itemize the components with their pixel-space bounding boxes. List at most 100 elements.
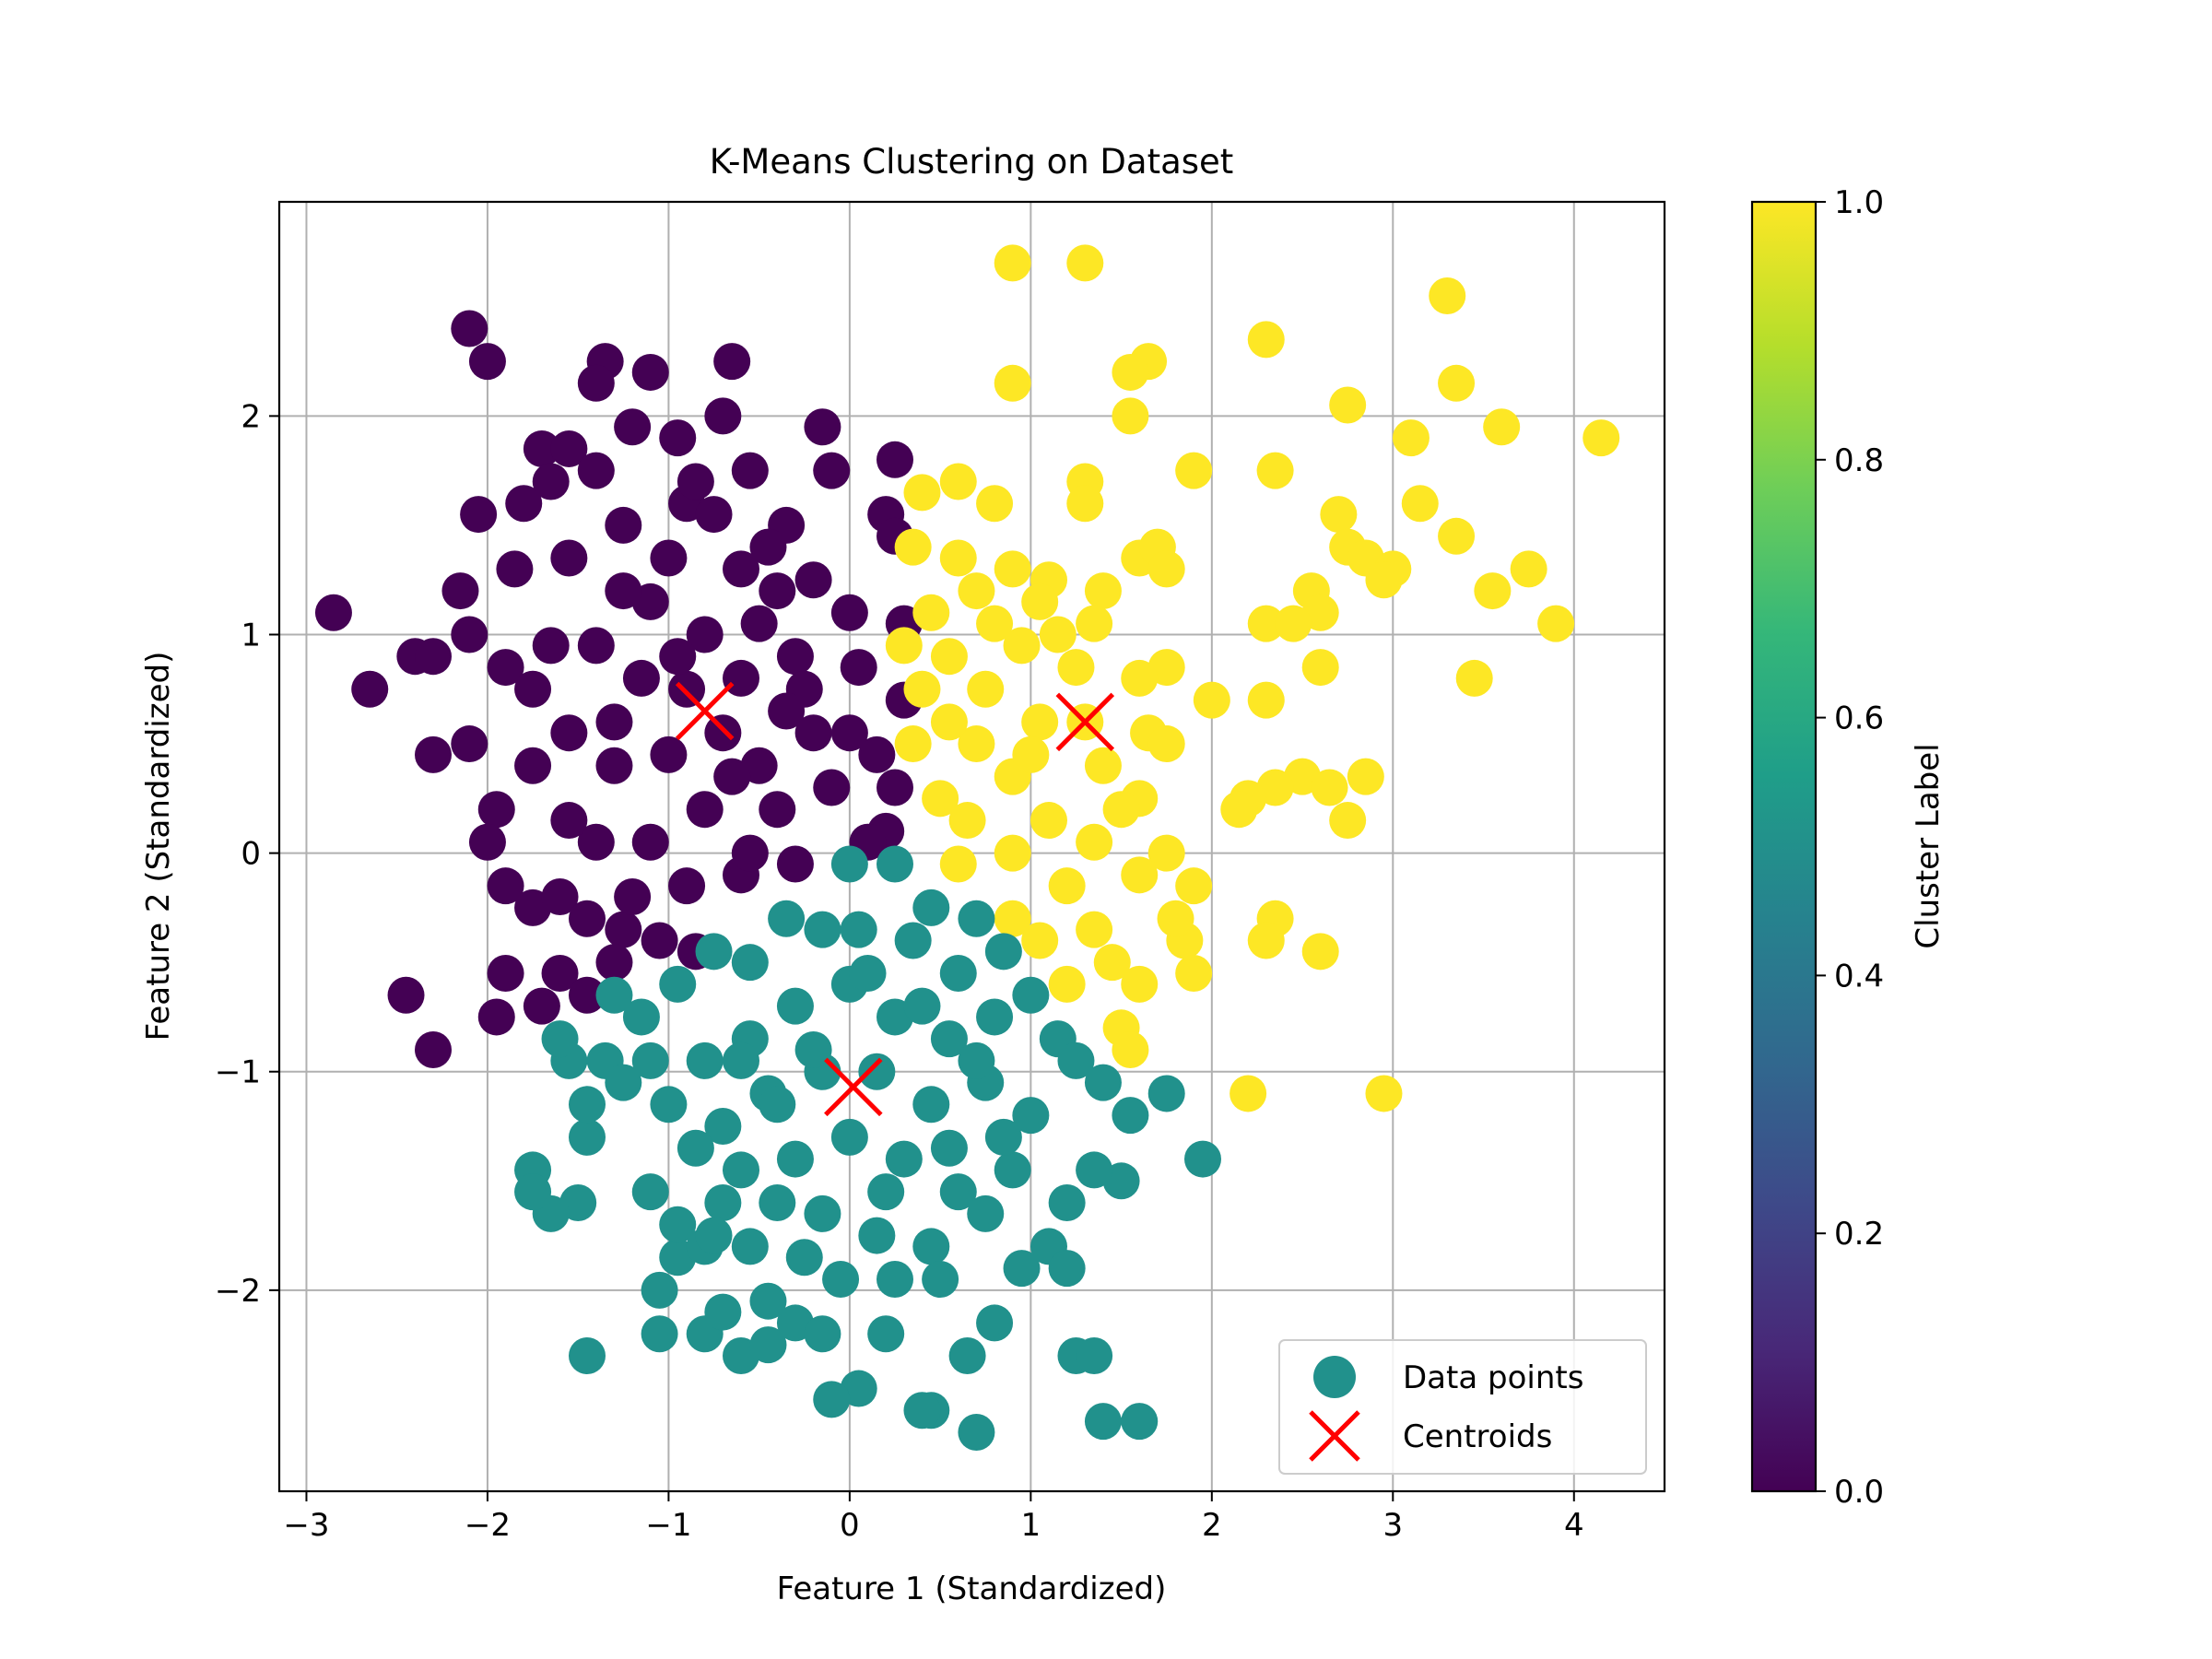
data-point	[1247, 681, 1285, 719]
data-point	[894, 528, 932, 566]
data-point	[723, 550, 759, 588]
data-point	[577, 452, 615, 489]
data-point	[922, 780, 959, 818]
y-tick-label: 1	[241, 617, 261, 653]
data-point	[595, 944, 633, 982]
data-point	[867, 1315, 905, 1353]
data-point	[659, 1206, 697, 1243]
data-point	[858, 735, 896, 773]
data-point	[903, 987, 941, 1025]
data-point	[804, 1194, 841, 1232]
data-point	[912, 888, 950, 926]
data-point	[885, 627, 923, 665]
data-point	[1021, 703, 1059, 741]
data-point	[939, 955, 977, 993]
data-point	[1247, 922, 1285, 959]
data-point	[541, 1020, 579, 1058]
data-point	[668, 670, 706, 708]
data-point	[1157, 900, 1194, 937]
data-point	[1030, 802, 1067, 840]
data-point	[1021, 922, 1059, 959]
data-point	[1347, 758, 1384, 795]
data-point	[939, 845, 977, 883]
data-point	[550, 802, 588, 840]
data-point	[1247, 605, 1285, 642]
data-point	[514, 670, 552, 708]
data-point	[885, 1140, 923, 1178]
data-point	[631, 1041, 669, 1079]
y-axis-label: Feature 2 (Standardized)	[140, 652, 177, 1041]
x-tick-label: 2	[1202, 1507, 1222, 1544]
data-point	[1392, 419, 1430, 457]
data-point	[749, 528, 787, 566]
data-point	[650, 539, 688, 577]
data-point	[668, 867, 706, 905]
data-point	[967, 1194, 1005, 1232]
colorbar-tick-label: 0.4	[1834, 958, 1884, 994]
data-point	[704, 1293, 742, 1331]
data-point	[704, 714, 742, 752]
data-point	[1175, 867, 1213, 905]
data-point	[930, 703, 968, 741]
data-point	[532, 627, 570, 665]
data-point	[650, 1086, 688, 1124]
data-point	[1112, 397, 1149, 435]
data-point	[1112, 1031, 1149, 1069]
data-point	[415, 735, 452, 773]
data-point	[1084, 1403, 1122, 1441]
data-point	[994, 550, 1031, 588]
data-point	[877, 769, 913, 806]
colorbar-tick-label: 0.2	[1834, 1216, 1884, 1253]
data-point	[523, 987, 560, 1025]
y-tick-label: 2	[241, 398, 261, 435]
data-point	[704, 1184, 742, 1222]
data-point	[659, 638, 697, 676]
data-point	[441, 572, 479, 610]
data-point	[948, 802, 986, 840]
legend-marker-centroids	[1309, 1410, 1360, 1462]
plot-frame	[277, 200, 1666, 1493]
x-tick-label: −1	[645, 1507, 691, 1544]
data-point	[1057, 1041, 1095, 1079]
data-point	[994, 244, 1031, 282]
data-point	[1438, 517, 1476, 555]
data-point	[958, 1041, 995, 1079]
y-tick-label: 0	[241, 836, 261, 873]
data-point	[976, 605, 1014, 642]
data-point	[723, 1041, 759, 1079]
data-point	[631, 1173, 669, 1211]
data-point	[686, 1041, 724, 1079]
data-point	[451, 616, 488, 653]
data-point	[867, 1173, 905, 1211]
data-point	[1076, 1336, 1113, 1374]
data-point	[1084, 572, 1122, 610]
x-axis-label: Feature 1 (Standardized)	[777, 1571, 1167, 1607]
data-point	[1147, 725, 1185, 763]
data-point	[849, 955, 887, 993]
data-point	[1021, 582, 1059, 620]
data-point	[1112, 353, 1149, 391]
data-point	[948, 1336, 986, 1374]
data-point	[894, 725, 932, 763]
data-point	[550, 539, 588, 577]
data-point	[677, 1129, 714, 1167]
data-point	[1301, 933, 1339, 971]
data-point	[958, 900, 995, 937]
data-point	[976, 1304, 1014, 1342]
data-point	[776, 987, 814, 1025]
data-point	[451, 310, 488, 347]
data-point	[830, 1118, 868, 1156]
data-point	[930, 638, 968, 676]
data-point	[1230, 1075, 1267, 1112]
data-point	[514, 747, 552, 784]
data-point	[650, 735, 688, 773]
data-point	[1401, 485, 1439, 523]
data-point	[487, 955, 524, 993]
data-point	[776, 845, 814, 883]
data-point	[1076, 911, 1113, 948]
data-point	[1247, 321, 1285, 359]
data-point	[1193, 681, 1230, 719]
data-point	[1066, 485, 1104, 523]
data-point	[958, 572, 995, 610]
colorbar-label: Cluster Label	[1910, 743, 1947, 948]
